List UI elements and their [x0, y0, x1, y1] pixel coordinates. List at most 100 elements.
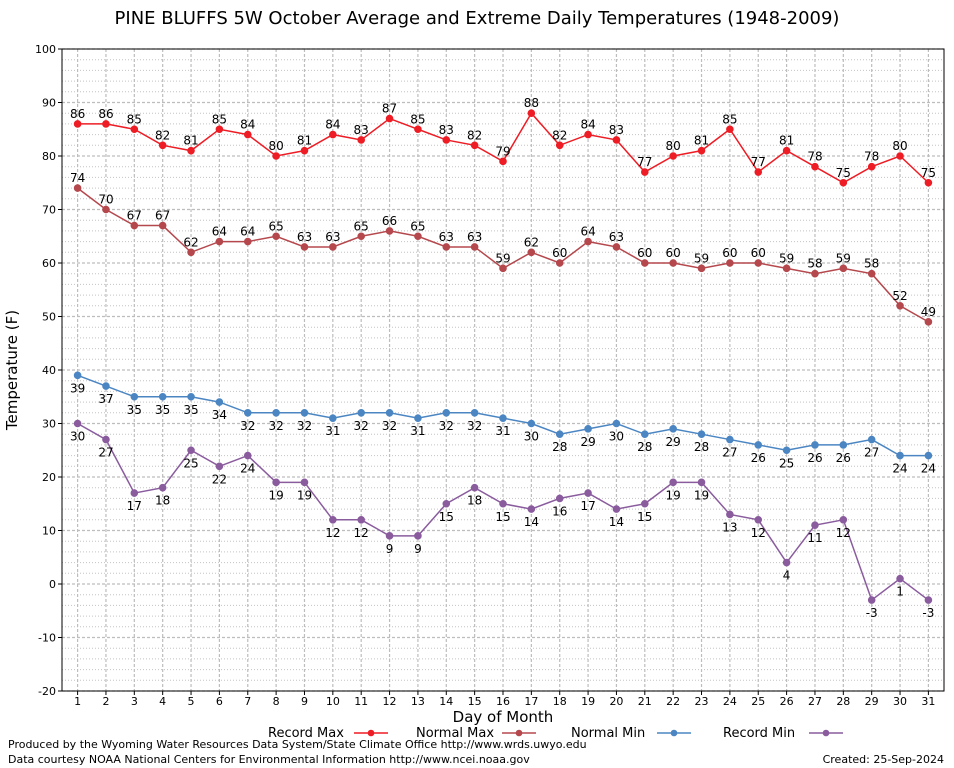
data-point: [414, 414, 422, 422]
data-point: [73, 419, 82, 428]
x-tick-label: 30: [893, 695, 907, 708]
legend-marker: [367, 729, 375, 737]
data-point: [754, 516, 763, 524]
series-normal-min: 39 37 35 35 35 34 32 32 32 31 32 32 31 32 32 31 30 28 29 30…: [70, 371, 936, 476]
data-point: [187, 248, 195, 257]
data-label: 74: [70, 171, 85, 185]
data-label: 59: [694, 251, 709, 265]
x-tick-label: 8: [273, 695, 280, 708]
data-point: [215, 125, 224, 134]
data-point: [896, 574, 904, 583]
data-point: [329, 516, 337, 524]
data-point: [782, 446, 791, 455]
data-label: 27: [98, 446, 113, 460]
data-label: 63: [325, 230, 340, 244]
data-label: 30: [609, 430, 624, 444]
data-label: 87: [382, 102, 397, 116]
data-label: 59: [779, 251, 794, 265]
data-label: 24: [921, 462, 936, 476]
data-label: 65: [354, 219, 369, 233]
data-point: [924, 178, 933, 187]
data-label: 13: [722, 520, 737, 534]
data-label: 12: [751, 526, 766, 540]
data-point: [414, 532, 422, 540]
y-axis: -20 -10 0 10 20 30 40 50 60 70 80 90 100: [35, 43, 62, 698]
data-point: [924, 596, 933, 604]
footer-created: Created: 25-Sep-2024: [822, 753, 944, 766]
data-label: 82: [552, 128, 567, 142]
data-label: 75: [836, 166, 851, 180]
data-point: [697, 146, 706, 155]
data-point: [73, 371, 82, 380]
data-point: [754, 441, 763, 449]
data-point: [243, 451, 252, 460]
data-point: [414, 125, 422, 134]
data-label: 86: [98, 107, 113, 121]
data-label: 64: [580, 225, 595, 239]
data-label: 63: [609, 230, 624, 244]
data-label: 67: [155, 209, 170, 223]
data-label: 19: [268, 488, 283, 502]
data-point: [839, 516, 848, 524]
data-point: [612, 419, 621, 428]
data-point: [527, 419, 536, 428]
data-point: [754, 168, 763, 176]
data-label: 60: [751, 246, 766, 260]
data-label: 9: [414, 542, 422, 556]
data-point: [924, 451, 933, 460]
data-point: [754, 259, 763, 267]
data-point: [357, 232, 365, 241]
x-tick-label: 4: [159, 695, 166, 708]
x-tick-label: 5: [188, 695, 195, 708]
data-point: [442, 499, 451, 508]
data-label: 65: [268, 219, 283, 233]
data-point: [102, 435, 110, 444]
data-point: [470, 409, 479, 417]
data-label: 81: [297, 134, 312, 148]
y-tick-label: -10: [38, 632, 56, 645]
data-point: [669, 259, 677, 267]
data-label: 12: [836, 526, 851, 540]
footer-data-courtesy: Data courtesy NOAA National Centers for …: [8, 753, 530, 766]
data-label: 14: [609, 515, 624, 529]
data-label: 60: [666, 246, 681, 260]
data-label: 35: [183, 403, 198, 417]
data-point: [414, 232, 422, 241]
data-label: 32: [467, 419, 482, 433]
y-tick-label: 50: [42, 311, 56, 324]
data-label: 77: [751, 155, 766, 169]
data-label: 12: [325, 526, 340, 540]
data-point: [867, 269, 876, 278]
data-label: 75: [921, 166, 936, 180]
x-tick-label: 21: [638, 695, 652, 708]
legend-label: Normal Max: [416, 726, 494, 741]
data-label: 82: [467, 128, 482, 142]
data-point: [470, 483, 479, 492]
data-label: 83: [609, 123, 624, 137]
data-label: 25: [183, 456, 198, 470]
x-tick-label: 26: [780, 695, 794, 708]
data-point: [385, 227, 394, 235]
data-label: 79: [495, 144, 510, 158]
data-point: [811, 162, 819, 171]
data-label: 85: [127, 112, 142, 126]
series-normal-max: 74 70 67 67 62 64 64 65 63 63 65 66 65 63 63 59 62 60 64 63…: [70, 171, 936, 326]
data-point: [669, 152, 677, 160]
data-label: 83: [439, 123, 454, 137]
data-label: 32: [382, 419, 397, 433]
data-point: [641, 168, 649, 176]
y-tick-label: 10: [42, 525, 56, 538]
data-label: 63: [297, 230, 312, 244]
data-label: 19: [694, 488, 709, 502]
data-label: 27: [722, 446, 737, 460]
data-point: [357, 516, 365, 524]
data-point: [527, 505, 536, 513]
data-label: 17: [127, 499, 142, 513]
data-point: [215, 237, 224, 246]
data-point: [697, 430, 706, 439]
data-point: [102, 120, 110, 128]
data-label: 24: [240, 462, 255, 476]
data-point: [811, 441, 819, 449]
data-label: 60: [722, 246, 737, 260]
x-tick-label: 18: [553, 695, 567, 708]
